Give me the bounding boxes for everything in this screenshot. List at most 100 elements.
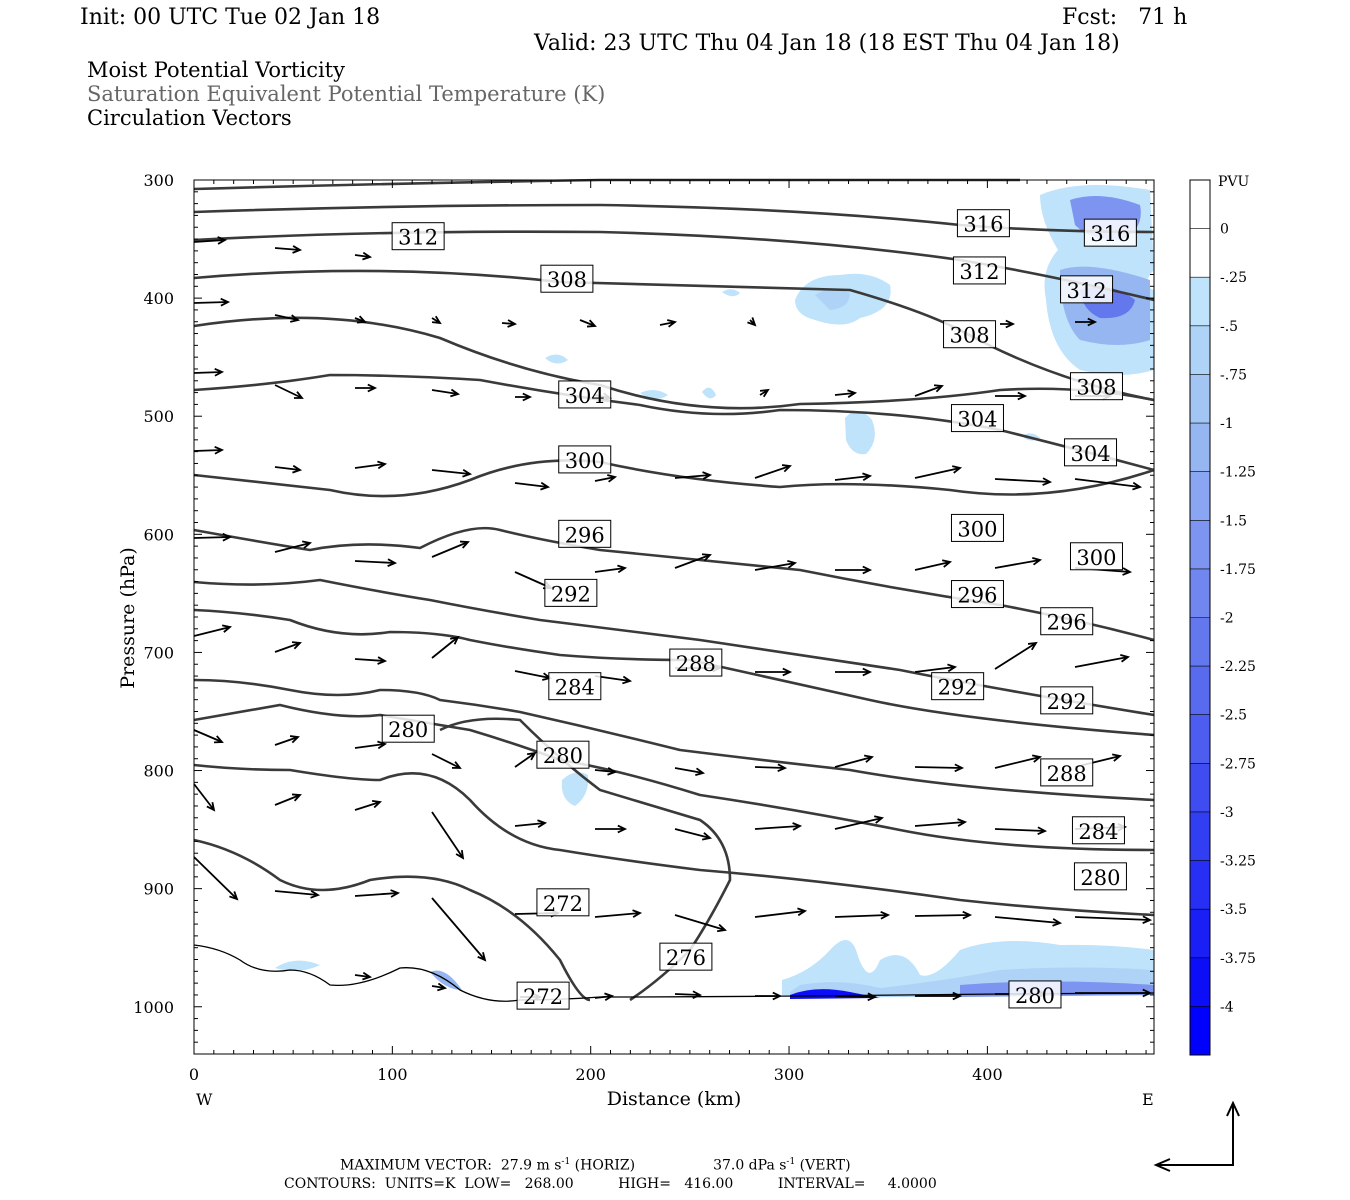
vector-arrow — [431, 982, 448, 992]
vector-arrow — [995, 391, 1028, 401]
contour-label: 292 — [1040, 686, 1094, 715]
contour-label-text: 312 — [1067, 279, 1107, 303]
vector-arrow — [835, 565, 873, 575]
field-title-pv: Moist Potential Vorticity — [87, 58, 345, 82]
vector-arrow — [193, 236, 228, 245]
pv-region — [815, 289, 850, 310]
contour-label-text: 288 — [676, 652, 716, 676]
colorbar-swatch — [1190, 277, 1210, 327]
contour-label-box — [516, 981, 570, 1010]
contour-label-text: 308 — [1076, 376, 1116, 400]
vector-arrow — [431, 753, 462, 769]
vector-arrow — [354, 251, 373, 261]
contour-label: 280 — [536, 740, 590, 769]
vector-arrow — [274, 735, 300, 746]
contour-label: 312 — [952, 256, 1006, 285]
theta-contour — [193, 178, 1020, 191]
vector-arrow — [354, 656, 388, 665]
vector-arrow — [431, 811, 465, 860]
vector-arrow — [994, 754, 1043, 769]
colorbar-label: -.5 — [1220, 319, 1238, 335]
theta-contour — [193, 269, 1155, 402]
contour-label-box — [943, 320, 997, 349]
contour-label-text: 304 — [957, 408, 997, 432]
contour-label-text: 288 — [1047, 762, 1087, 786]
colorbar-swatch — [1190, 568, 1210, 618]
contour-label: 312 — [391, 222, 445, 251]
contour-label-box — [381, 714, 435, 743]
colorbar-label: -.25 — [1220, 270, 1247, 286]
contour-label-text: 280 — [1015, 984, 1055, 1008]
contour-label: 280 — [1008, 980, 1062, 1009]
vector-arrow — [431, 315, 442, 325]
contour-label: 292 — [931, 672, 985, 701]
contour-label: 316 — [1083, 218, 1137, 247]
init-time: Init: 00 UTC Tue 02 Jan 18 — [80, 5, 381, 30]
vector-arrow — [755, 667, 793, 677]
contour-label-text: 312 — [959, 260, 999, 284]
contour-label-box — [540, 264, 594, 293]
contour-label: 308 — [540, 264, 594, 293]
colorbar-swatch — [1190, 228, 1210, 278]
west-label: W — [196, 1090, 213, 1109]
contour-label-box — [950, 404, 1004, 433]
contour-label-text: 304 — [565, 384, 605, 408]
vector-arrow — [914, 465, 963, 479]
x-tick-label: 400 — [972, 1065, 1003, 1084]
contour-label-text: 296 — [1047, 611, 1087, 635]
colorbar-swatch — [1190, 374, 1210, 424]
vector-arrow — [1000, 319, 1016, 329]
pv-region — [275, 960, 320, 971]
pv-region — [722, 289, 740, 297]
colorbar-labels: 0 -.25 -.5 -.75 -1 -1.25 -1.5 -1.75 -2 -2.25 -2.5 -… — [1190, 222, 1256, 1015]
contour-label-text: 296 — [957, 584, 997, 608]
contour-label: 292 — [544, 578, 598, 607]
pv-region — [702, 387, 716, 399]
contour-label: 280 — [381, 714, 435, 743]
vector-arrow — [754, 464, 792, 479]
contour-label: 300 — [558, 445, 612, 474]
contour-label-box — [1069, 372, 1123, 401]
contour-label: 316 — [956, 209, 1010, 238]
colorbar-swatch — [1190, 520, 1210, 570]
forecast-hour: Fcst: 71 h — [1062, 5, 1188, 30]
pv-region — [845, 410, 875, 455]
vector-arrow — [354, 799, 382, 811]
vector-arrow — [274, 464, 303, 474]
vector-arrow — [501, 319, 518, 328]
contour-label-text: 300 — [565, 449, 605, 473]
y-tick-label: 900 — [143, 880, 174, 899]
vector-arrow — [431, 540, 470, 558]
vector-arrow — [754, 907, 808, 918]
vector-arrow — [994, 916, 1063, 927]
contour-label: 300 — [1069, 542, 1123, 571]
colorbar-label: -2.5 — [1220, 708, 1247, 724]
colorbar-swatch — [1190, 325, 1210, 375]
contour-label-box — [669, 648, 723, 677]
vector-arrow — [193, 532, 233, 542]
colorbar-swatch — [1190, 909, 1210, 959]
max-vector-vert: 37.0 dPa s — [713, 1157, 787, 1174]
vert-label: (VERT) — [795, 1157, 851, 1174]
vector-arrow — [514, 819, 548, 828]
contour-label-box — [956, 209, 1010, 238]
theta-contour — [193, 608, 1155, 737]
vector-arrow — [834, 815, 885, 830]
colorbar-label: -3.75 — [1220, 951, 1256, 967]
vector-arrow — [674, 471, 713, 480]
contour-label: 304 — [558, 380, 612, 409]
vector-arrow — [274, 245, 303, 254]
colorbar-label: -2.75 — [1220, 756, 1256, 772]
contour-label-text: 296 — [565, 523, 605, 547]
colorbar-swatch — [1190, 763, 1210, 813]
vector-arrow — [431, 635, 460, 659]
pv-region — [545, 354, 568, 364]
colorbar-swatch — [1190, 617, 1210, 667]
y-tick-label: 800 — [143, 762, 174, 781]
colorbar-swatch — [1190, 860, 1210, 910]
colorbar-swatch — [1190, 1006, 1210, 1056]
vector-arrow — [994, 556, 1043, 569]
colorbar-swatch — [1190, 714, 1210, 764]
axis-ticks — [193, 179, 1154, 1055]
vector-arrow — [193, 445, 225, 455]
